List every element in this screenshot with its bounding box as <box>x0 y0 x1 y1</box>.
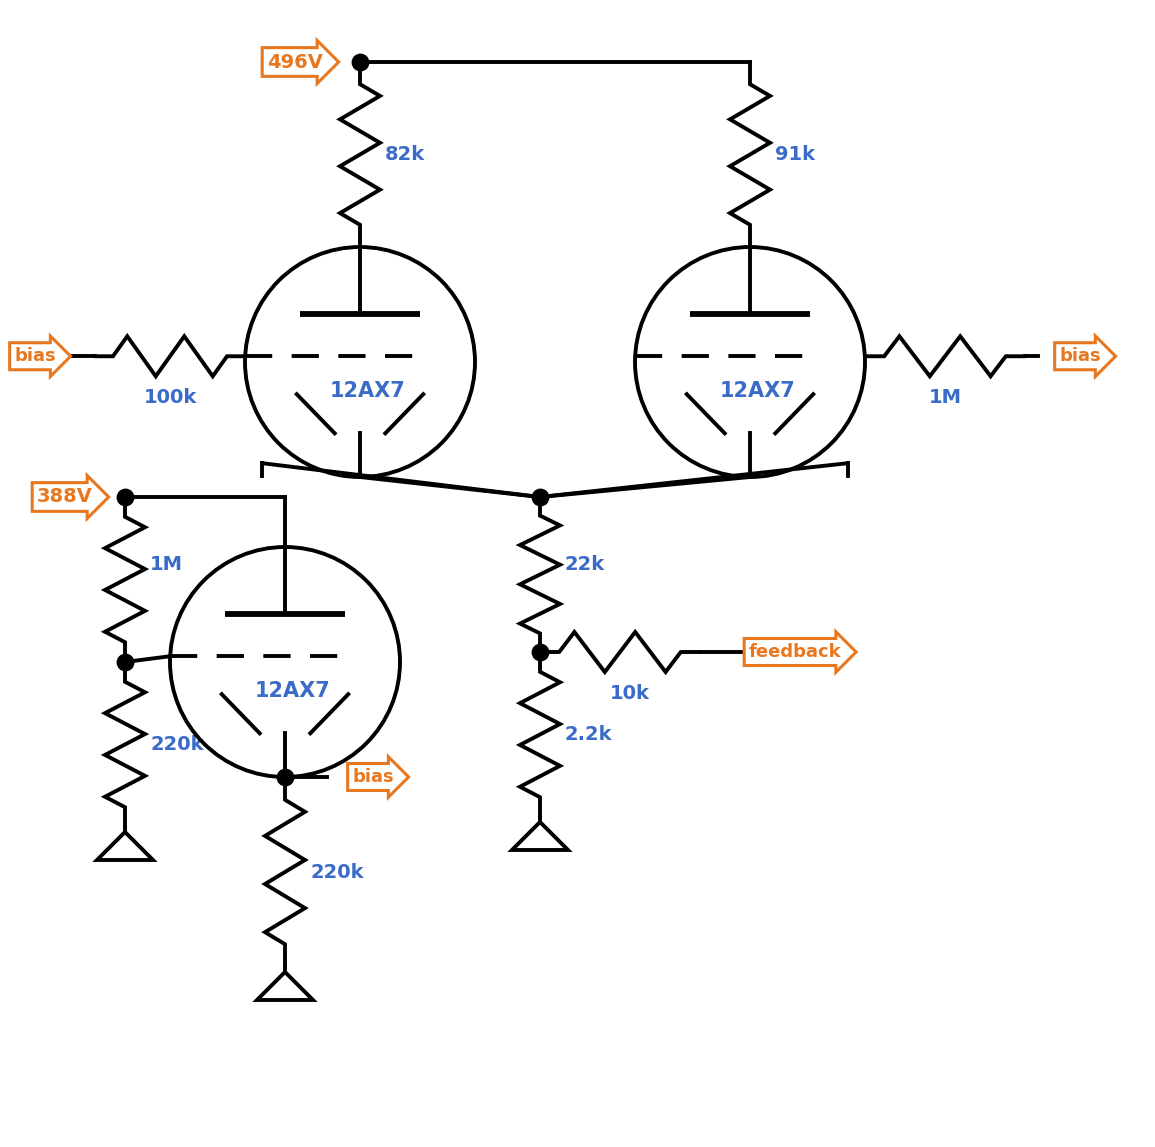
Text: 388V: 388V <box>37 487 92 507</box>
Point <box>276 767 295 786</box>
Text: bias: bias <box>1059 348 1101 365</box>
Text: 2.2k: 2.2k <box>565 725 612 744</box>
Text: 496V: 496V <box>267 53 323 71</box>
Point <box>531 642 550 661</box>
Text: bias: bias <box>14 348 55 365</box>
Text: 220k: 220k <box>310 863 364 882</box>
Text: bias: bias <box>352 768 394 786</box>
Point <box>116 487 134 506</box>
Point <box>531 487 550 506</box>
Point <box>116 653 134 671</box>
Point <box>351 53 370 71</box>
Text: 12AX7: 12AX7 <box>330 381 405 400</box>
Text: 1M: 1M <box>150 555 182 574</box>
Text: 82k: 82k <box>385 145 425 164</box>
Text: 220k: 220k <box>150 735 203 754</box>
Text: feedback: feedback <box>748 643 841 661</box>
Text: 100k: 100k <box>143 388 196 407</box>
Text: 12AX7: 12AX7 <box>255 681 330 701</box>
Text: 22k: 22k <box>565 555 605 574</box>
Text: 10k: 10k <box>610 684 650 703</box>
Text: 1M: 1M <box>929 388 961 407</box>
Text: 91k: 91k <box>775 145 815 164</box>
Text: 12AX7: 12AX7 <box>720 381 796 400</box>
